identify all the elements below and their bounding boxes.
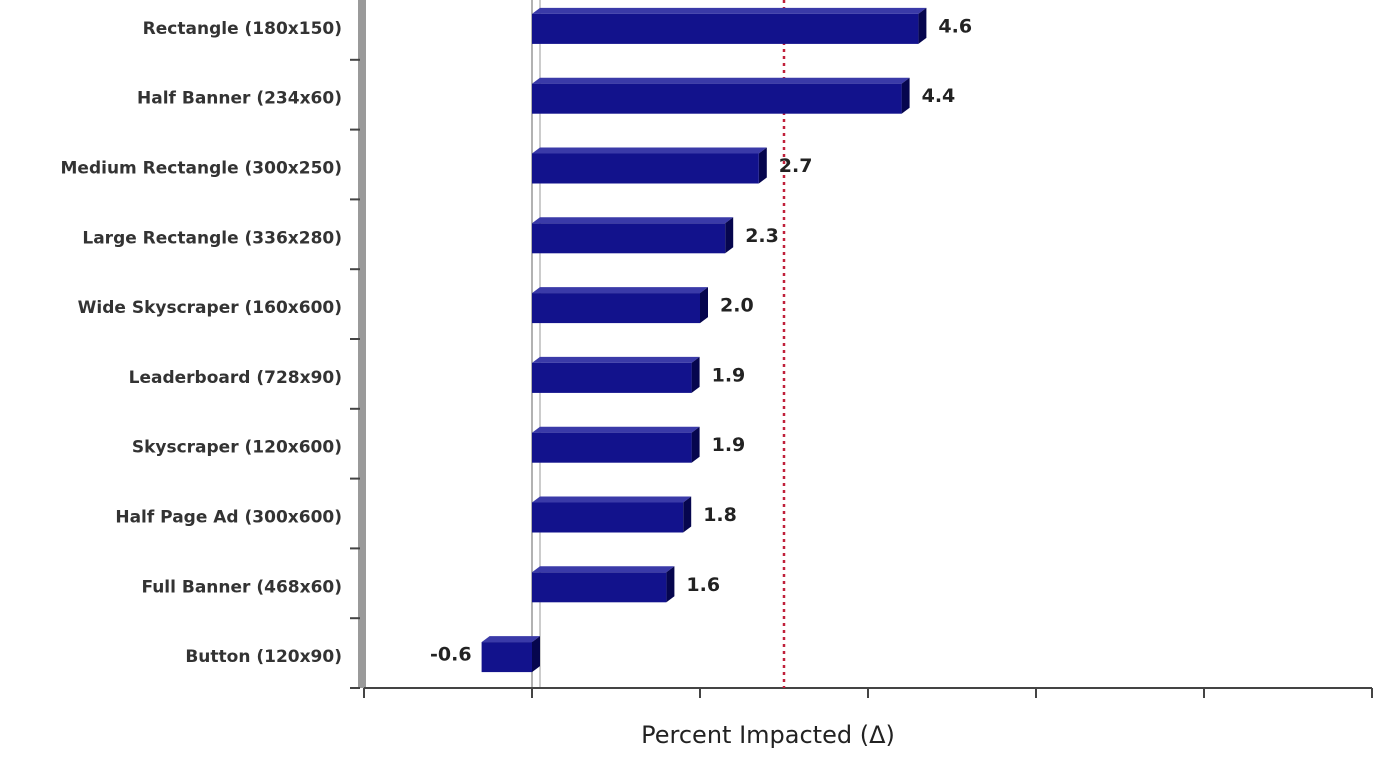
bar: [532, 223, 726, 254]
bar: [532, 153, 759, 184]
data-label: 1.9: [712, 364, 746, 386]
y-tick-label: Leaderboard (728x90): [129, 368, 342, 388]
bar: [532, 13, 919, 44]
bar-top: [532, 7, 927, 14]
axis-wall: [358, 0, 366, 688]
y-tick-label: Half Banner (234x60): [137, 89, 342, 109]
bar-top: [532, 217, 734, 224]
data-label: 1.9: [712, 434, 746, 456]
bar-side: [725, 217, 734, 254]
bar-top: [532, 566, 675, 573]
x-axis-label: Percent Impacted (Δ): [641, 721, 895, 749]
bar-side: [691, 426, 700, 463]
data-label: 1.6: [686, 574, 720, 596]
bar-top: [532, 77, 910, 84]
bar: [481, 642, 532, 673]
y-tick-label: Medium Rectangle (300x250): [61, 159, 343, 179]
y-tick-label: Skyscraper (120x600): [132, 438, 342, 458]
y-tick-label: Full Banner (468x60): [141, 577, 342, 597]
data-label: 4.6: [938, 15, 972, 37]
bar-side: [666, 566, 675, 603]
bar: [532, 572, 667, 603]
data-label: 1.8: [703, 504, 737, 526]
bar-top: [532, 287, 708, 294]
bar-side: [683, 496, 692, 533]
y-tick-label: Button (120x90): [185, 647, 342, 667]
bar: [532, 432, 692, 463]
bar-side: [758, 147, 767, 184]
bar-side: [532, 636, 540, 673]
bar-top: [532, 496, 692, 503]
bar-top: [532, 356, 700, 363]
bar-side: [700, 287, 708, 324]
bar: [532, 502, 684, 533]
bar: [532, 83, 902, 114]
bar-top: [532, 147, 767, 154]
y-tick-label: Half Page Ad (300x600): [115, 508, 342, 528]
y-tick-label: Rectangle (180x150): [143, 19, 342, 39]
data-label: 2.7: [779, 155, 813, 177]
y-tick-label: Large Rectangle (336x280): [82, 228, 342, 248]
data-label: 2.0: [720, 295, 754, 317]
bar-side: [918, 7, 927, 44]
y-tick-label: Wide Skyscraper (160x600): [78, 298, 342, 318]
bar-top: [532, 426, 700, 433]
data-label: 2.3: [745, 225, 779, 247]
data-label: -0.6: [430, 644, 472, 666]
bar-side: [691, 356, 700, 393]
bar: [532, 293, 700, 324]
bar-top: [481, 636, 540, 643]
bar: [532, 362, 692, 393]
bar-side: [901, 77, 910, 114]
data-label: 4.4: [922, 85, 956, 107]
